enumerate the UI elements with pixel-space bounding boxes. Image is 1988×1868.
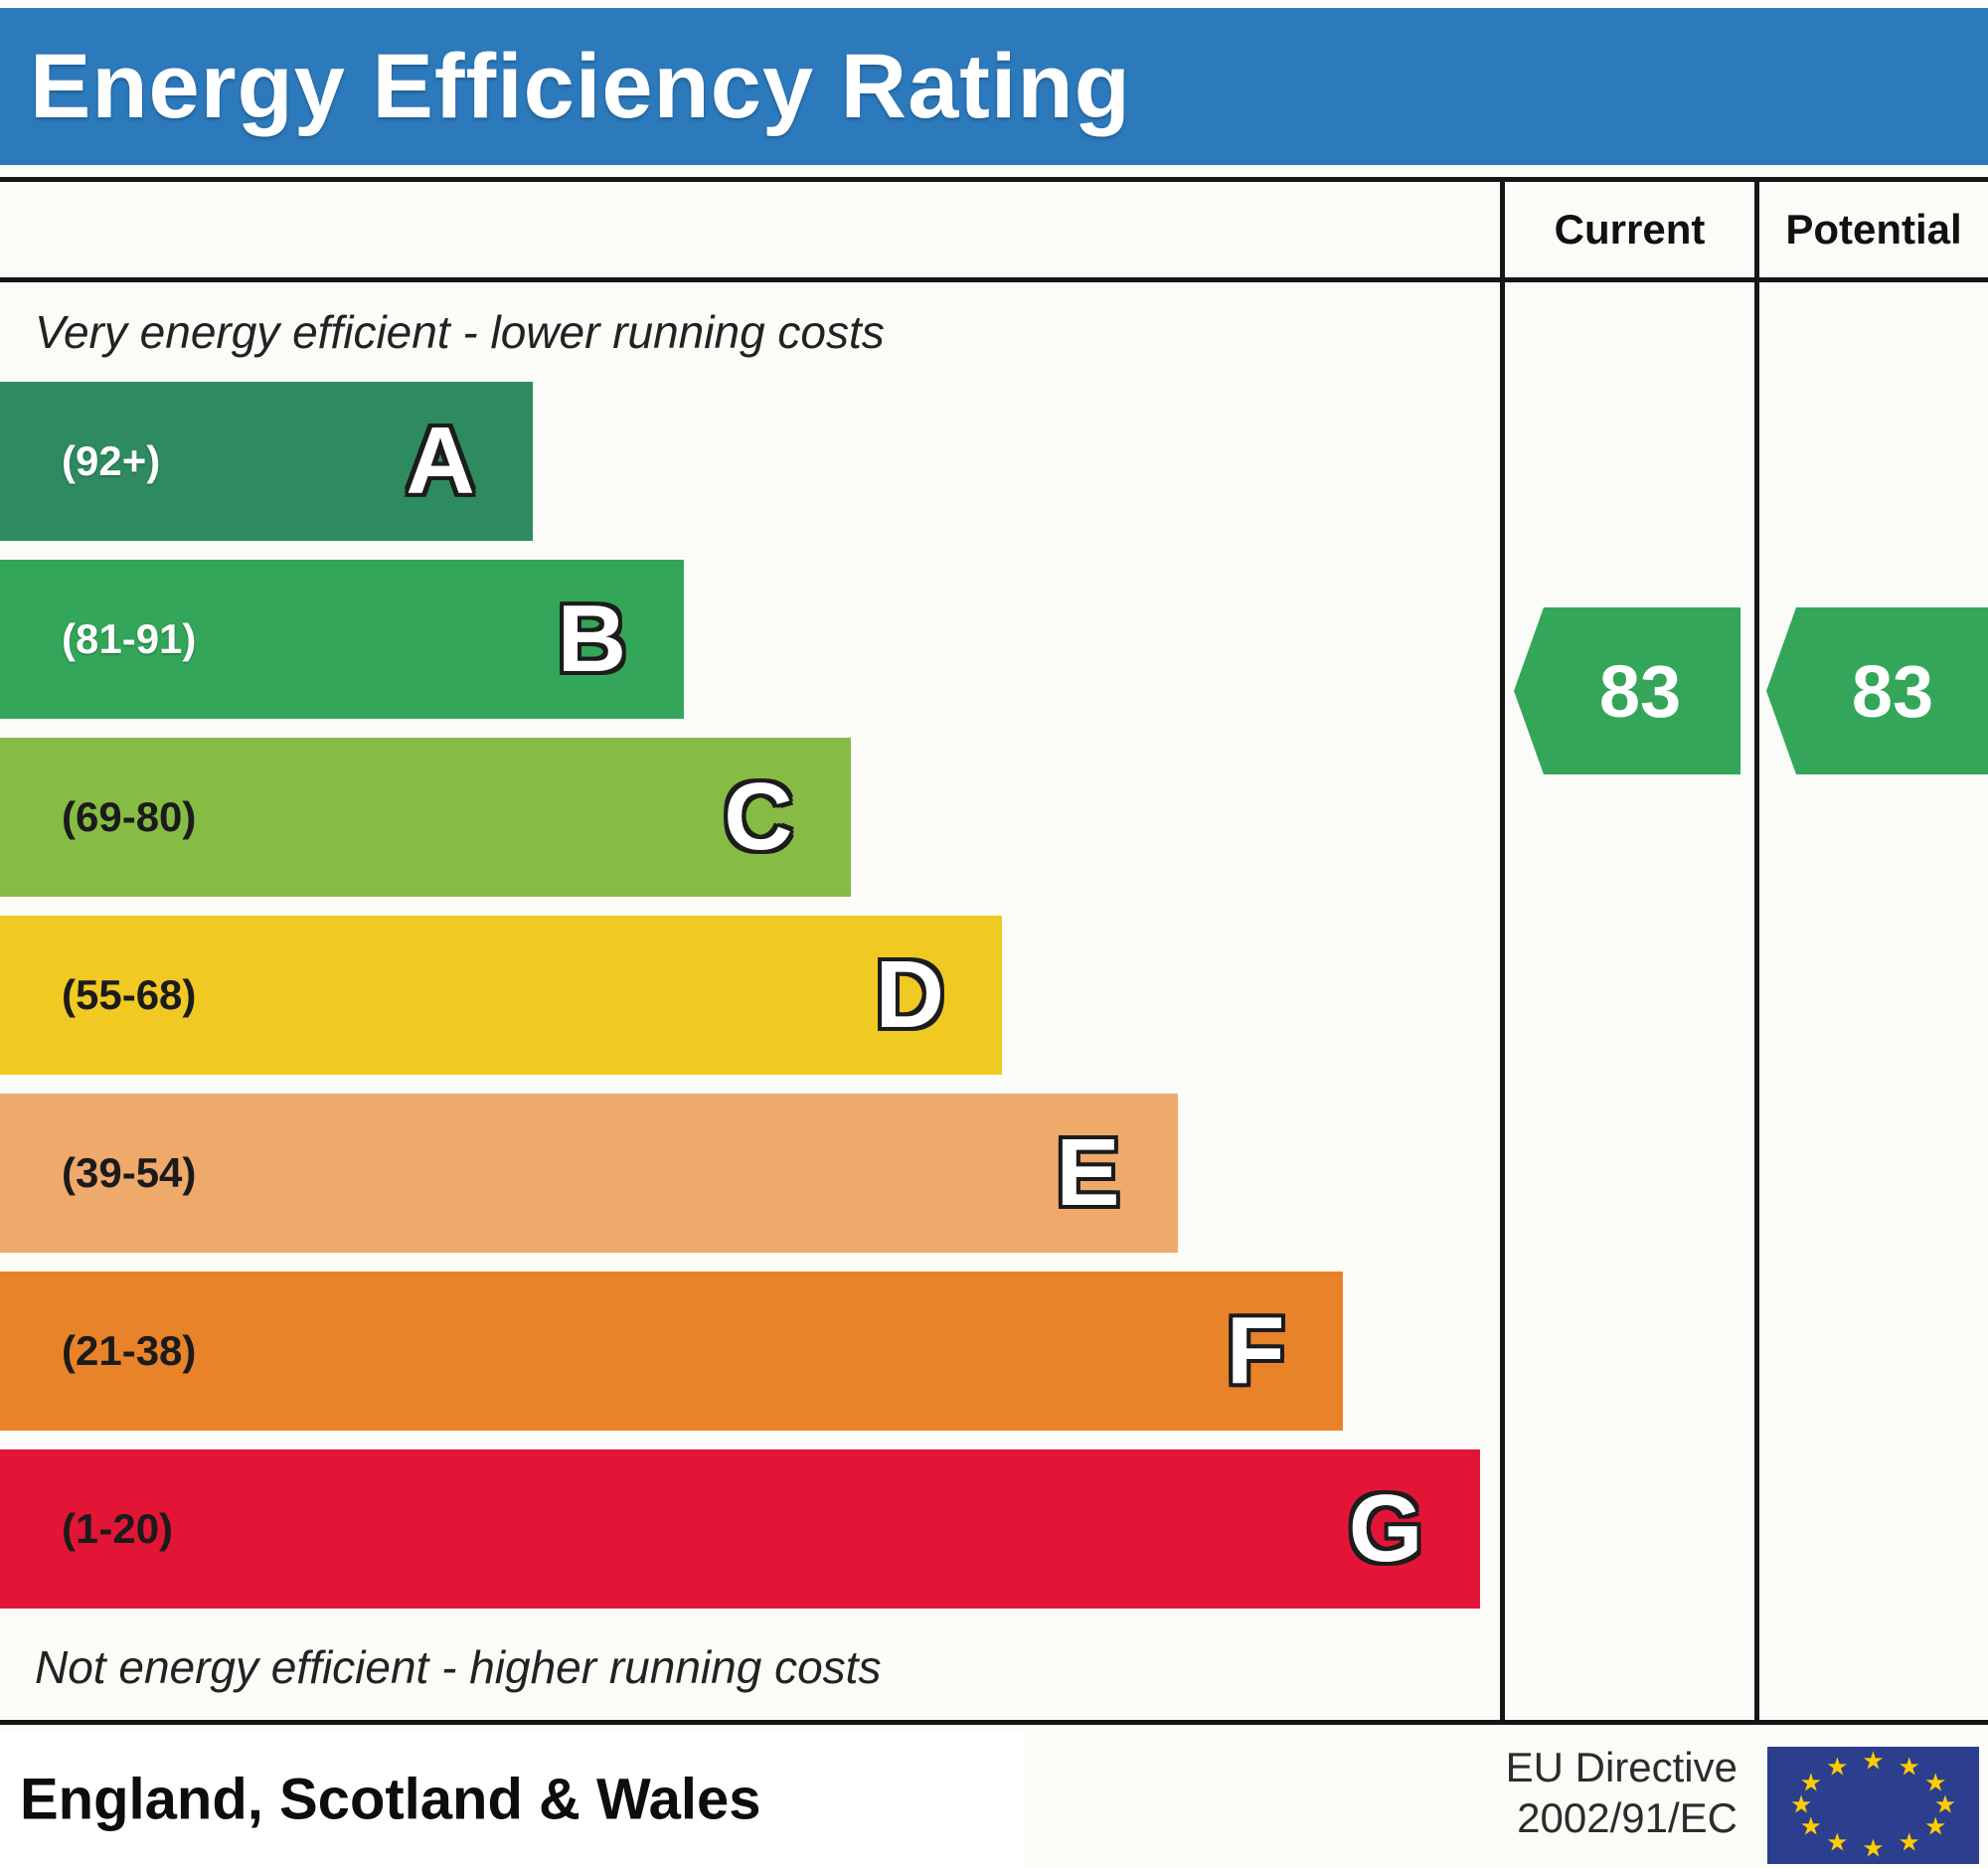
eu-flag-star: ★ (1789, 1790, 1813, 1819)
current-rating-arrow: 83 (1514, 607, 1740, 774)
current-rating-value: 83 (1598, 649, 1682, 733)
top-caption: Very energy efficient - lower running co… (35, 306, 885, 358)
band-row-d: (55-68) D (0, 916, 1500, 1075)
table-header-row: Current Potential (0, 182, 1988, 282)
eu-flag-star: ★ (1826, 1828, 1849, 1857)
band-bar-c: (69-80) C (0, 738, 851, 897)
band-row-b: (81-91) B (0, 560, 1500, 719)
band-chart-column: Very energy efficient - lower running co… (0, 282, 1500, 1720)
band-row-c: (69-80) C (0, 738, 1500, 897)
band-range-label: (81-91) (62, 615, 197, 662)
potential-rating-value: 83 (1851, 649, 1934, 733)
eu-directive-line1: EU Directive (1505, 1744, 1738, 1790)
band-letter: A (406, 408, 475, 514)
band-list: (92+) A (81-91) B (69-80) C (0, 382, 1500, 1609)
eu-flag-star: ★ (1923, 1812, 1947, 1841)
page-title: Energy Efficiency Rating (30, 35, 1131, 137)
band-range-label: (1-20) (62, 1505, 174, 1552)
eu-flag-star: ★ (1898, 1753, 1920, 1782)
band-range-label: (55-68) (62, 971, 197, 1018)
eu-flag-star: ★ (1799, 1769, 1822, 1797)
band-bar-g: (1-20) G (0, 1449, 1481, 1609)
eu-flag-star: ★ (1862, 1747, 1885, 1776)
potential-column: 83 (1754, 282, 1988, 1720)
current-column: 83 (1500, 282, 1754, 1720)
footer: England, Scotland & Wales EU Directive 2… (0, 1730, 1988, 1868)
bottom-caption: Not energy efficient - higher running co… (35, 1641, 882, 1693)
region-label: England, Scotland & Wales (20, 1767, 761, 1831)
table-body-row: Very energy efficient - lower running co… (0, 282, 1988, 1720)
eu-flag-icon: ★ ★ ★ ★ ★ ★ ★ ★ ★ ★ ★ ★ (1767, 1747, 1979, 1864)
eu-flag-star: ★ (1933, 1790, 1957, 1819)
eu-directive-label: EU Directive 2002/91/EC (1506, 1742, 1738, 1843)
eu-flag-star: ★ (1862, 1834, 1885, 1863)
footer-background (0, 1730, 1024, 1868)
band-bar-b: (81-91) B (0, 560, 685, 719)
band-row-a: (92+) A (0, 382, 1500, 541)
band-letter: D (875, 941, 944, 1048)
eu-flag-star: ★ (1826, 1753, 1849, 1782)
band-range-label: (92+) (62, 437, 161, 484)
eu-flag-star: ★ (1898, 1828, 1920, 1857)
eu-flag-star: ★ (1799, 1812, 1822, 1841)
band-row-g: (1-20) G (0, 1449, 1500, 1609)
band-row-e: (39-54) E (0, 1094, 1500, 1253)
potential-column-header: Potential (1754, 182, 1988, 277)
band-letter: F (1226, 1297, 1285, 1404)
band-bar-e: (39-54) E (0, 1094, 1178, 1253)
eu-directive-line2: 2002/91/EC (1517, 1794, 1738, 1842)
title-bar: Energy Efficiency Rating (0, 8, 1988, 165)
header-spacer (0, 182, 1500, 277)
band-letter: C (724, 764, 793, 870)
band-letter: B (557, 586, 627, 692)
band-range-label: (21-38) (62, 1327, 197, 1374)
band-letter: G (1348, 1475, 1423, 1582)
band-range-label: (39-54) (62, 1149, 197, 1196)
current-column-header: Current (1500, 182, 1754, 277)
band-bar-f: (21-38) F (0, 1272, 1343, 1431)
eu-flag-star: ★ (1923, 1769, 1947, 1797)
band-range-label: (69-80) (62, 793, 197, 840)
band-bar-a: (92+) A (0, 382, 533, 541)
band-bar-d: (55-68) D (0, 916, 1002, 1075)
potential-rating-arrow: 83 (1766, 607, 1988, 774)
rating-table: Current Potential Very energy efficient … (0, 177, 1988, 1725)
band-row-f: (21-38) F (0, 1272, 1500, 1431)
band-letter: E (1056, 1119, 1120, 1226)
